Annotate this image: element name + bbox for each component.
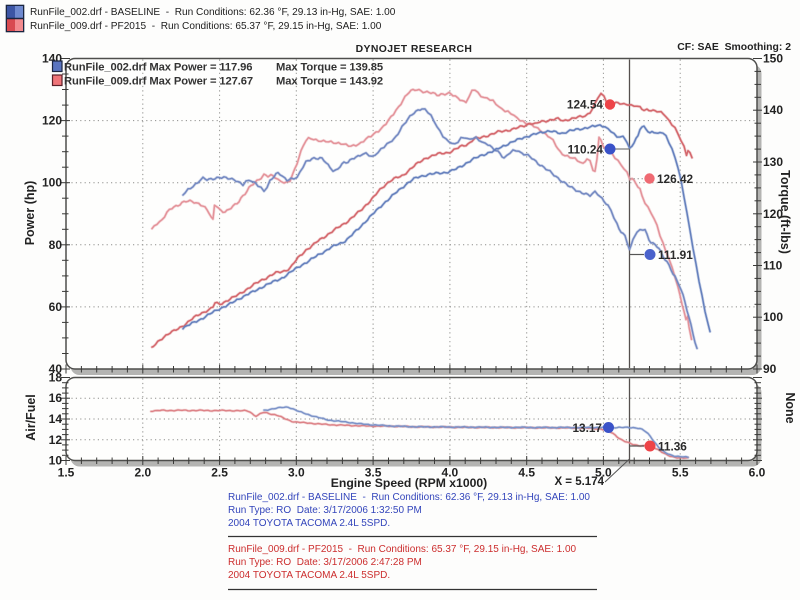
svg-text:Air/Fuel: Air/Fuel (24, 394, 38, 441)
svg-text:CF: SAE Smoothing: 2: CF: SAE Smoothing: 2 (677, 42, 791, 53)
svg-text:4.0: 4.0 (442, 466, 459, 480)
svg-text:130: 130 (763, 155, 783, 169)
svg-text:100: 100 (42, 176, 62, 190)
svg-text:90: 90 (763, 362, 777, 376)
svg-text:RunFile_002.drf Max Power = 11: RunFile_002.drf Max Power = 117.96 (64, 62, 252, 74)
svg-text:120: 120 (763, 207, 783, 221)
svg-text:Power (hp): Power (hp) (23, 181, 37, 246)
svg-text:RunFile_002.drf - BASELINE -: RunFile_002.drf - BASELINE - Run Conditi… (30, 7, 396, 18)
svg-text:RunFile_002.drf - BASELINE -: RunFile_002.drf - BASELINE - Run Conditi… (228, 492, 590, 503)
svg-text:2.0: 2.0 (134, 466, 151, 480)
svg-text:None: None (783, 392, 797, 423)
svg-text:Torque (ft-lbs): Torque (ft-lbs) (778, 170, 792, 254)
svg-text:18: 18 (49, 371, 63, 385)
svg-text:RunFile_009.drf - PF2015 - R: RunFile_009.drf - PF2015 - Run Condition… (30, 21, 382, 32)
svg-text:5.0: 5.0 (595, 466, 612, 480)
svg-text:126.42: 126.42 (657, 172, 694, 186)
svg-text:Run Type: RO Date: 3/17/2006: Run Type: RO Date: 3/17/2006 1:32:50 PM (228, 505, 422, 516)
svg-text:13.17: 13.17 (572, 421, 602, 435)
svg-text:150: 150 (763, 52, 783, 66)
svg-text:Max Torque = 143.92: Max Torque = 143.92 (276, 76, 383, 88)
svg-text:DYNOJET RESEARCH: DYNOJET RESEARCH (356, 44, 473, 55)
svg-text:110: 110 (763, 259, 783, 273)
svg-text:RunFile_009.drf Max Power = 12: RunFile_009.drf Max Power = 127.67 (64, 76, 253, 88)
svg-text:Run Type: RO Date: 3/17/2006: Run Type: RO Date: 3/17/2006 2:47:28 PM (228, 557, 422, 568)
svg-text:3.0: 3.0 (288, 466, 305, 480)
svg-text:11.36: 11.36 (658, 440, 687, 454)
svg-text:120: 120 (42, 114, 62, 128)
svg-text:111.91: 111.91 (658, 248, 693, 262)
svg-text:2.5: 2.5 (211, 466, 228, 480)
svg-text:5.5: 5.5 (672, 466, 689, 480)
svg-text:6.0: 6.0 (749, 466, 766, 480)
svg-text:124.54: 124.54 (567, 98, 604, 112)
svg-text:40: 40 (49, 362, 63, 376)
svg-text:60: 60 (49, 300, 63, 314)
svg-text:10: 10 (49, 454, 63, 468)
svg-text:3.5: 3.5 (365, 466, 382, 480)
svg-text:110.24: 110.24 (568, 143, 604, 157)
svg-text:4.5: 4.5 (518, 466, 535, 480)
svg-text:100: 100 (763, 310, 783, 324)
svg-text:Max Torque = 139.85: Max Torque = 139.85 (276, 62, 383, 74)
svg-text:12: 12 (49, 433, 63, 447)
svg-text:1.5: 1.5 (58, 466, 75, 480)
svg-text:Engine Speed (RPM x1000): Engine Speed (RPM x1000) (331, 476, 487, 490)
svg-text:RunFile_009.drf - PF2015 - R: RunFile_009.drf - PF2015 - Run Condition… (228, 544, 577, 555)
svg-text:140: 140 (763, 103, 783, 117)
svg-text:80: 80 (49, 238, 63, 252)
svg-text:2004 TOYOTA TACOMA 2.4L 5SPD.: 2004 TOYOTA TACOMA 2.4L 5SPD. (228, 518, 390, 529)
svg-text:14: 14 (49, 412, 63, 426)
svg-text:2004 TOYOTA TACOMA 2.4L 5SPD.: 2004 TOYOTA TACOMA 2.4L 5SPD. (228, 570, 390, 581)
svg-text:16: 16 (49, 391, 63, 405)
svg-text:X = 5.174: X = 5.174 (554, 476, 604, 488)
